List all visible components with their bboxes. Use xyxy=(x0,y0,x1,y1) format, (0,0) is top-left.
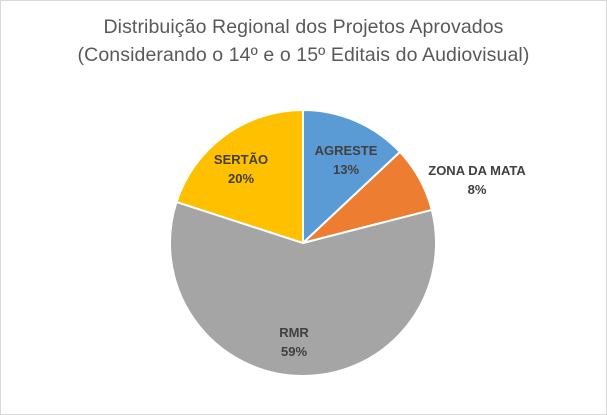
chart-title-line-1: Distribuição Regional dos Projetos Aprov… xyxy=(103,16,504,38)
data-label-rmr: RMR 59% xyxy=(279,325,309,359)
pie-slice-sert-o xyxy=(175,109,304,244)
data-label-agreste: AGRESTE 13% xyxy=(315,143,378,177)
chart-title-line-2: (Considerando o 14º e o 15º Editais do A… xyxy=(77,44,530,66)
pie-slice-agreste xyxy=(302,109,401,244)
data-label-zona-da-mata: ZONA DA MATA 8% xyxy=(428,163,526,197)
pie-slices xyxy=(169,109,437,377)
pie-data-labels: AGRESTE 13% ZONA DA MATA 8% RMR 59% SERTÃO 20% xyxy=(214,143,526,359)
chart-title: Distribuição Regional dos Projetos Aprov… xyxy=(1,13,606,69)
data-label-sert-o: SERTÃO 20% xyxy=(214,152,268,186)
pie-slice-rmr xyxy=(169,200,437,377)
